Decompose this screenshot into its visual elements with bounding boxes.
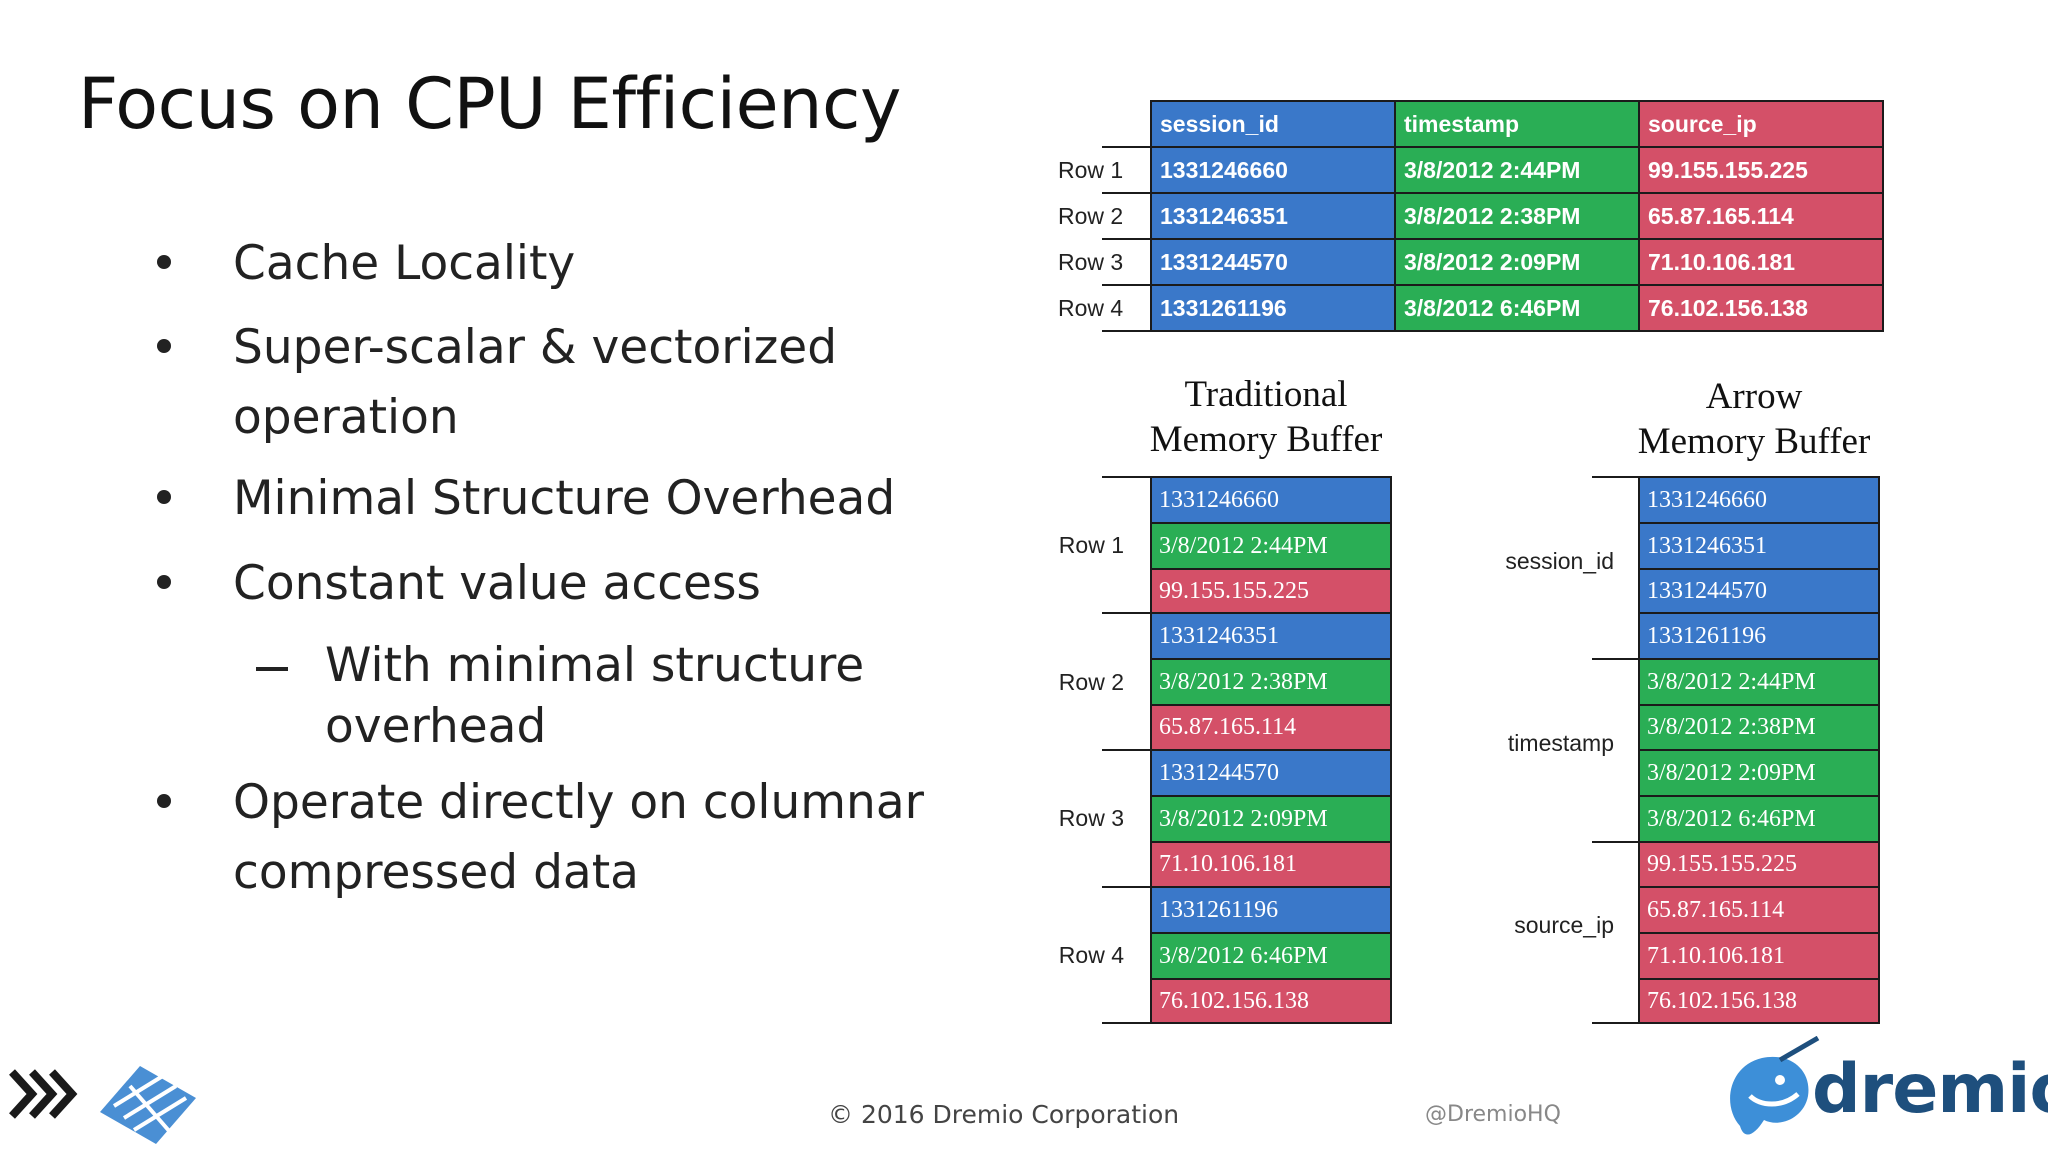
table-cell: 3/8/2012 2:38PM (1394, 192, 1640, 240)
row-divider (1102, 192, 1152, 194)
bullet-dot (157, 339, 171, 353)
bullet-text-continued: compressed data (233, 845, 639, 900)
buffer-cell: 76.102.156.138 (1638, 978, 1880, 1024)
bullet-text-continued: operation (233, 390, 459, 445)
table-cell: 71.10.106.181 (1638, 238, 1884, 286)
table-cell: 1331244570 (1150, 238, 1396, 286)
group-divider (1592, 658, 1642, 660)
buffer-row-label: Row 2 (1058, 668, 1124, 695)
buffer-cell: 3/8/2012 2:44PM (1638, 658, 1880, 706)
buffer-cell: 71.10.106.181 (1638, 932, 1880, 980)
heading-line: Traditional (1184, 374, 1348, 415)
bullet-dot (157, 575, 171, 589)
buffer-cell: 3/8/2012 2:44PM (1150, 522, 1392, 570)
row-divider (1102, 330, 1152, 332)
buffer-cell: 1331246660 (1638, 476, 1880, 524)
bullet-text: Cache Locality (233, 236, 576, 291)
chevrons-logo-icon (8, 1062, 208, 1157)
table-row-label: Row 1 (1058, 156, 1124, 183)
buffer-row-label: Row 3 (1058, 804, 1124, 831)
traditional-buffer-heading: Traditional Memory Buffer (1116, 372, 1416, 462)
buffer-cell: 3/8/2012 2:09PM (1638, 749, 1880, 797)
buffer-cell: 3/8/2012 6:46PM (1638, 795, 1880, 843)
heading-line: Memory Buffer (1637, 421, 1871, 462)
buffer-row-label: Row 4 (1058, 941, 1124, 968)
buffer-cell: 1331261196 (1150, 886, 1392, 934)
bullet-text: Minimal Structure Overhead (233, 471, 896, 526)
copyright-text: © 2016 Dremio Corporation (828, 1100, 1180, 1129)
table-cell: 3/8/2012 2:09PM (1394, 238, 1640, 286)
table-header-session-id: session_id (1150, 100, 1396, 148)
table-cell: 65.87.165.114 (1638, 192, 1884, 240)
buffer-column-label: session_id (1505, 547, 1614, 574)
group-divider (1102, 749, 1152, 751)
buffer-cell: 1331246660 (1150, 476, 1392, 524)
row-divider (1102, 238, 1152, 240)
narwhal-logo-icon (1720, 1035, 1830, 1151)
buffer-row-label: Row 1 (1058, 531, 1124, 558)
buffer-cell: 1331244570 (1638, 568, 1880, 614)
slide-title: Focus on CPU Efficiency (78, 63, 901, 145)
bullet-text: Constant value access (233, 556, 761, 611)
table-header-source-ip: source_ip (1638, 100, 1884, 148)
row-divider (1102, 146, 1152, 148)
table-cell: 76.102.156.138 (1638, 284, 1884, 332)
bullet-dot (157, 255, 171, 269)
buffer-cell: 99.155.155.225 (1150, 568, 1392, 614)
table-cell: 3/8/2012 6:46PM (1394, 284, 1640, 332)
buffer-cell: 1331246351 (1638, 522, 1880, 570)
buffer-cell: 1331246351 (1150, 612, 1392, 660)
sub-bullet-text-continued: overhead (325, 699, 547, 754)
group-divider (1102, 886, 1152, 888)
group-divider (1102, 476, 1152, 478)
table-cell: 3/8/2012 2:44PM (1394, 146, 1640, 194)
twitter-handle: @DremioHQ (1425, 1102, 1561, 1127)
table-row-label: Row 4 (1058, 294, 1124, 321)
group-divider (1592, 476, 1642, 478)
buffer-cell: 3/8/2012 6:46PM (1150, 932, 1392, 980)
dremio-wordmark: dremio (1812, 1050, 2048, 1129)
table-row-label: Row 3 (1058, 248, 1124, 275)
buffer-column-label: source_ip (1514, 911, 1614, 938)
group-divider (1592, 841, 1642, 843)
heading-line: Arrow (1705, 376, 1803, 417)
row-divider (1102, 284, 1152, 286)
bullet-text: Super-scalar & vectorized (233, 320, 838, 375)
table-cell: 99.155.155.225 (1638, 146, 1884, 194)
group-divider (1592, 1022, 1642, 1024)
arrow-buffer-heading: Arrow Memory Buffer (1604, 374, 1904, 464)
buffer-cell: 65.87.165.114 (1150, 704, 1392, 751)
buffer-cell: 1331261196 (1638, 612, 1880, 660)
table-cell: 1331261196 (1150, 284, 1396, 332)
sub-bullet-dash (256, 667, 288, 671)
buffer-cell: 3/8/2012 2:09PM (1150, 795, 1392, 843)
table-row-label: Row 2 (1058, 202, 1124, 229)
buffer-cell: 76.102.156.138 (1150, 978, 1392, 1024)
bullet-dot (157, 490, 171, 504)
group-divider (1102, 1022, 1152, 1024)
heading-line: Memory Buffer (1149, 419, 1383, 460)
bullet-text: Operate directly on columnar (233, 775, 924, 830)
bullet-dot (157, 794, 171, 808)
group-divider (1102, 612, 1152, 614)
table-cell: 1331246351 (1150, 192, 1396, 240)
buffer-cell: 71.10.106.181 (1150, 841, 1392, 888)
buffer-column-label: timestamp (1507, 729, 1614, 756)
buffer-cell: 3/8/2012 2:38PM (1150, 658, 1392, 706)
table-cell: 1331246660 (1150, 146, 1396, 194)
buffer-cell: 65.87.165.114 (1638, 886, 1880, 934)
buffer-cell: 99.155.155.225 (1638, 841, 1880, 888)
table-header-timestamp: timestamp (1394, 100, 1640, 148)
buffer-cell: 1331244570 (1150, 749, 1392, 797)
sub-bullet-text: With minimal structure (325, 638, 865, 693)
buffer-cell: 3/8/2012 2:38PM (1638, 704, 1880, 751)
